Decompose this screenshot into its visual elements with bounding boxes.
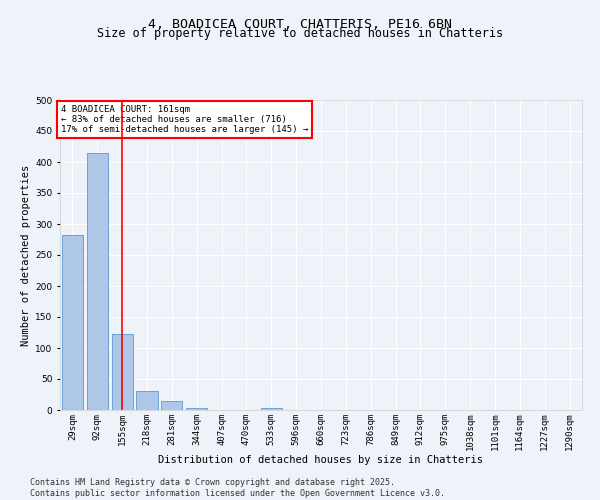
X-axis label: Distribution of detached houses by size in Chatteris: Distribution of detached houses by size … — [158, 454, 484, 464]
Bar — [261, 408, 282, 410]
Text: 4, BOADICEA COURT, CHATTERIS, PE16 6BN: 4, BOADICEA COURT, CHATTERIS, PE16 6BN — [148, 18, 452, 30]
Bar — [87, 152, 108, 410]
Y-axis label: Number of detached properties: Number of detached properties — [21, 164, 31, 346]
Text: Contains HM Land Registry data © Crown copyright and database right 2025.
Contai: Contains HM Land Registry data © Crown c… — [30, 478, 445, 498]
Bar — [136, 392, 158, 410]
Bar — [161, 400, 182, 410]
Text: 4 BOADICEA COURT: 161sqm
← 83% of detached houses are smaller (716)
17% of semi-: 4 BOADICEA COURT: 161sqm ← 83% of detach… — [61, 104, 308, 134]
Bar — [112, 334, 133, 410]
Text: Size of property relative to detached houses in Chatteris: Size of property relative to detached ho… — [97, 28, 503, 40]
Bar — [62, 234, 83, 410]
Bar — [186, 408, 207, 410]
